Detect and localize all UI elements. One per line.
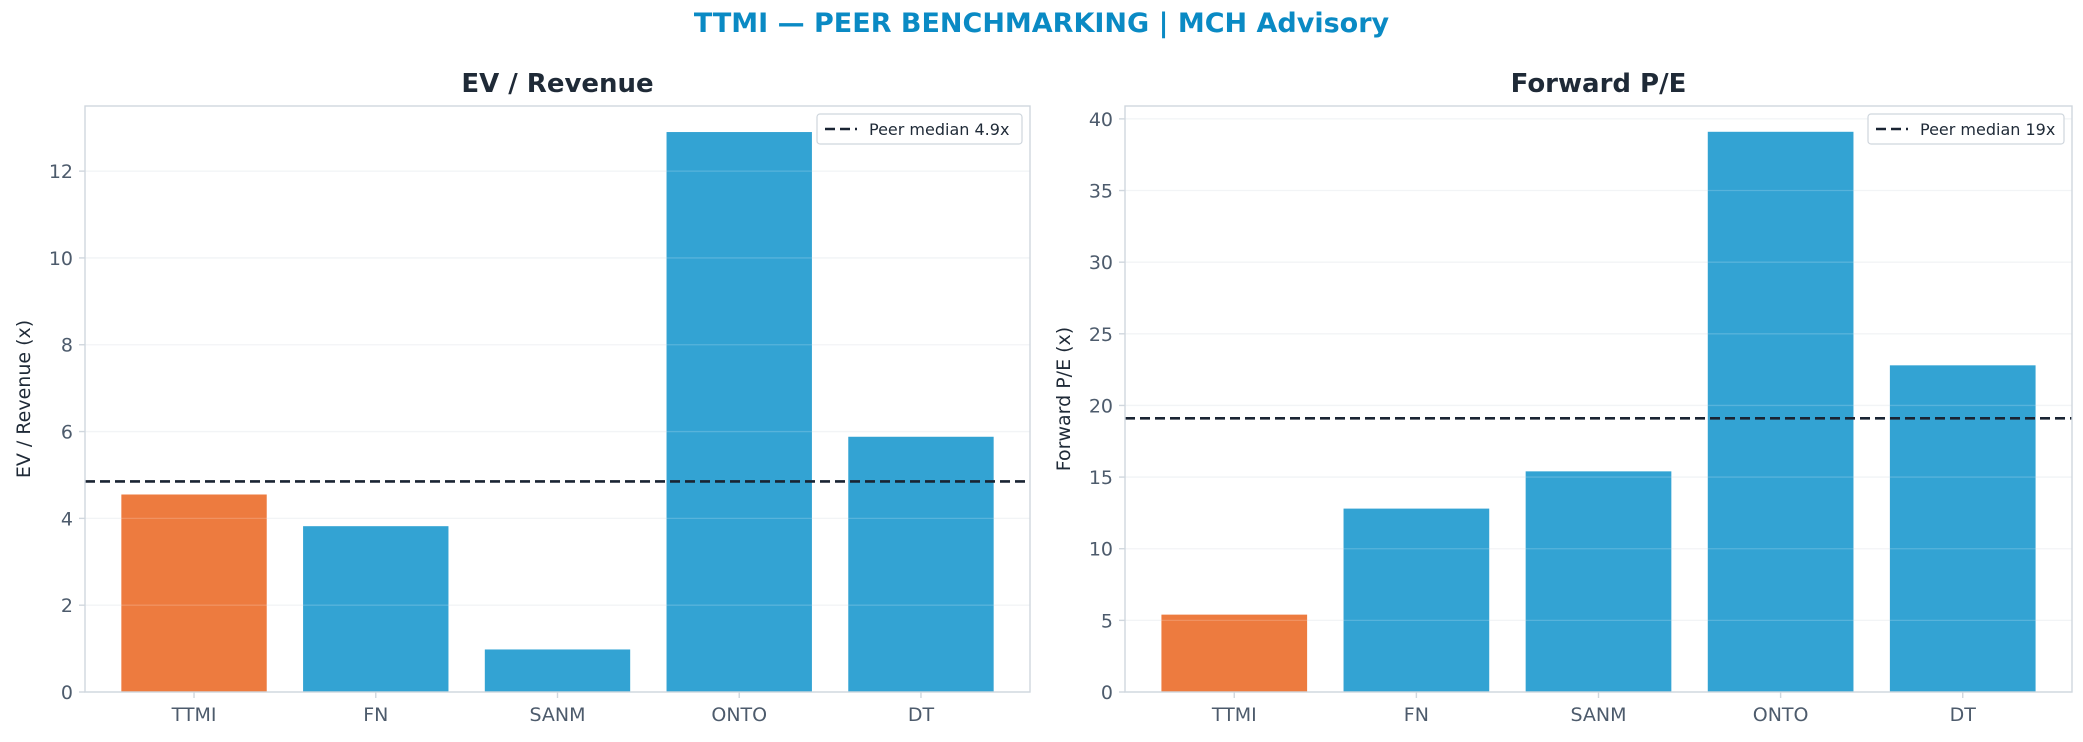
ev-revenue-bar-ttmi <box>121 494 267 692</box>
ev-revenue-ytick-label: 4 <box>61 508 73 530</box>
forward-pe-ytick-label: 35 <box>1089 181 1113 203</box>
ev-revenue-ytick-label: 2 <box>61 595 73 617</box>
forward-pe-ylabel: Forward P/E (x) <box>1053 327 1075 471</box>
ev-revenue-ylabel: EV / Revenue (x) <box>13 320 35 478</box>
forward-pe-xtick-label-onto: ONTO <box>1753 704 1809 726</box>
forward-pe-ytick-label: 25 <box>1089 324 1113 346</box>
ev-revenue-xtick-label-fn: FN <box>363 704 388 726</box>
ev-revenue-panel: 0 2 4 6 8 10 12 TTMI FN SANM ONTO DT EV / Revenue EV … <box>13 69 1031 726</box>
ev-revenue-bar-fn <box>303 526 449 692</box>
forward-pe-title: Forward P/E <box>1511 69 1687 99</box>
forward-pe-ytick-label: 15 <box>1089 467 1113 489</box>
ev-revenue-xtick-label-onto: ONTO <box>711 704 767 726</box>
forward-pe-bar-ttmi <box>1161 614 1308 692</box>
ev-revenue-bar-onto <box>666 132 812 693</box>
forward-pe-bar-sanm <box>1525 471 1672 692</box>
forward-pe-xtick-label-fn: FN <box>1404 704 1429 726</box>
forward-pe-xtick-label-dt: DT <box>1950 704 1977 726</box>
ev-revenue-ytick-label: 6 <box>61 422 73 444</box>
forward-pe-xtick-label-ttmi: TTMI <box>1211 704 1257 726</box>
ev-revenue-legend-label: Peer median 4.9x <box>869 120 1009 139</box>
ev-revenue-ytick-label: 12 <box>49 161 73 183</box>
forward-pe-bar-dt <box>1889 365 2036 692</box>
ev-revenue-ytick-label: 0 <box>61 682 73 704</box>
forward-pe-legend-box <box>1867 113 2065 145</box>
forward-pe-bar-onto <box>1707 131 1854 692</box>
figure-suptitle: TTMI — PEER BENCHMARKING | MCH Advisory <box>693 8 1390 39</box>
ev-revenue-legend: Peer median 4.9x <box>816 113 1023 145</box>
forward-pe-ytick-label: 0 <box>1101 682 1113 704</box>
forward-pe-ytick-label: 20 <box>1089 395 1113 417</box>
ev-revenue-title: EV / Revenue <box>461 69 653 99</box>
forward-pe-panel: 0 5 10 15 20 25 30 35 40 TTMI FN SANM ONTO DT Forward … <box>1053 69 2073 726</box>
forward-pe-ytick-label: 40 <box>1089 109 1113 131</box>
forward-pe-ytick-label: 5 <box>1101 610 1113 632</box>
ev-revenue-ytick-label: 10 <box>49 248 73 270</box>
forward-pe-ytick-label: 30 <box>1089 252 1113 274</box>
forward-pe-legend: Peer median 19x <box>1867 113 2065 145</box>
forward-pe-xtick-label-sanm: SANM <box>1570 704 1626 726</box>
ev-revenue-xtick-label-sanm: SANM <box>529 704 585 726</box>
forward-pe-bar-fn <box>1343 508 1490 692</box>
ev-revenue-ytick-label: 8 <box>61 335 73 357</box>
ev-revenue-bar-dt <box>848 436 994 692</box>
ev-revenue-legend-box <box>816 113 1023 145</box>
ev-revenue-xtick-label-ttmi: TTMI <box>171 704 217 726</box>
ev-revenue-bar-sanm <box>484 649 631 692</box>
forward-pe-ytick-label: 10 <box>1089 539 1113 561</box>
forward-pe-legend-label: Peer median 19x <box>1920 120 2055 139</box>
ev-revenue-xtick-label-dt: DT <box>908 704 935 726</box>
